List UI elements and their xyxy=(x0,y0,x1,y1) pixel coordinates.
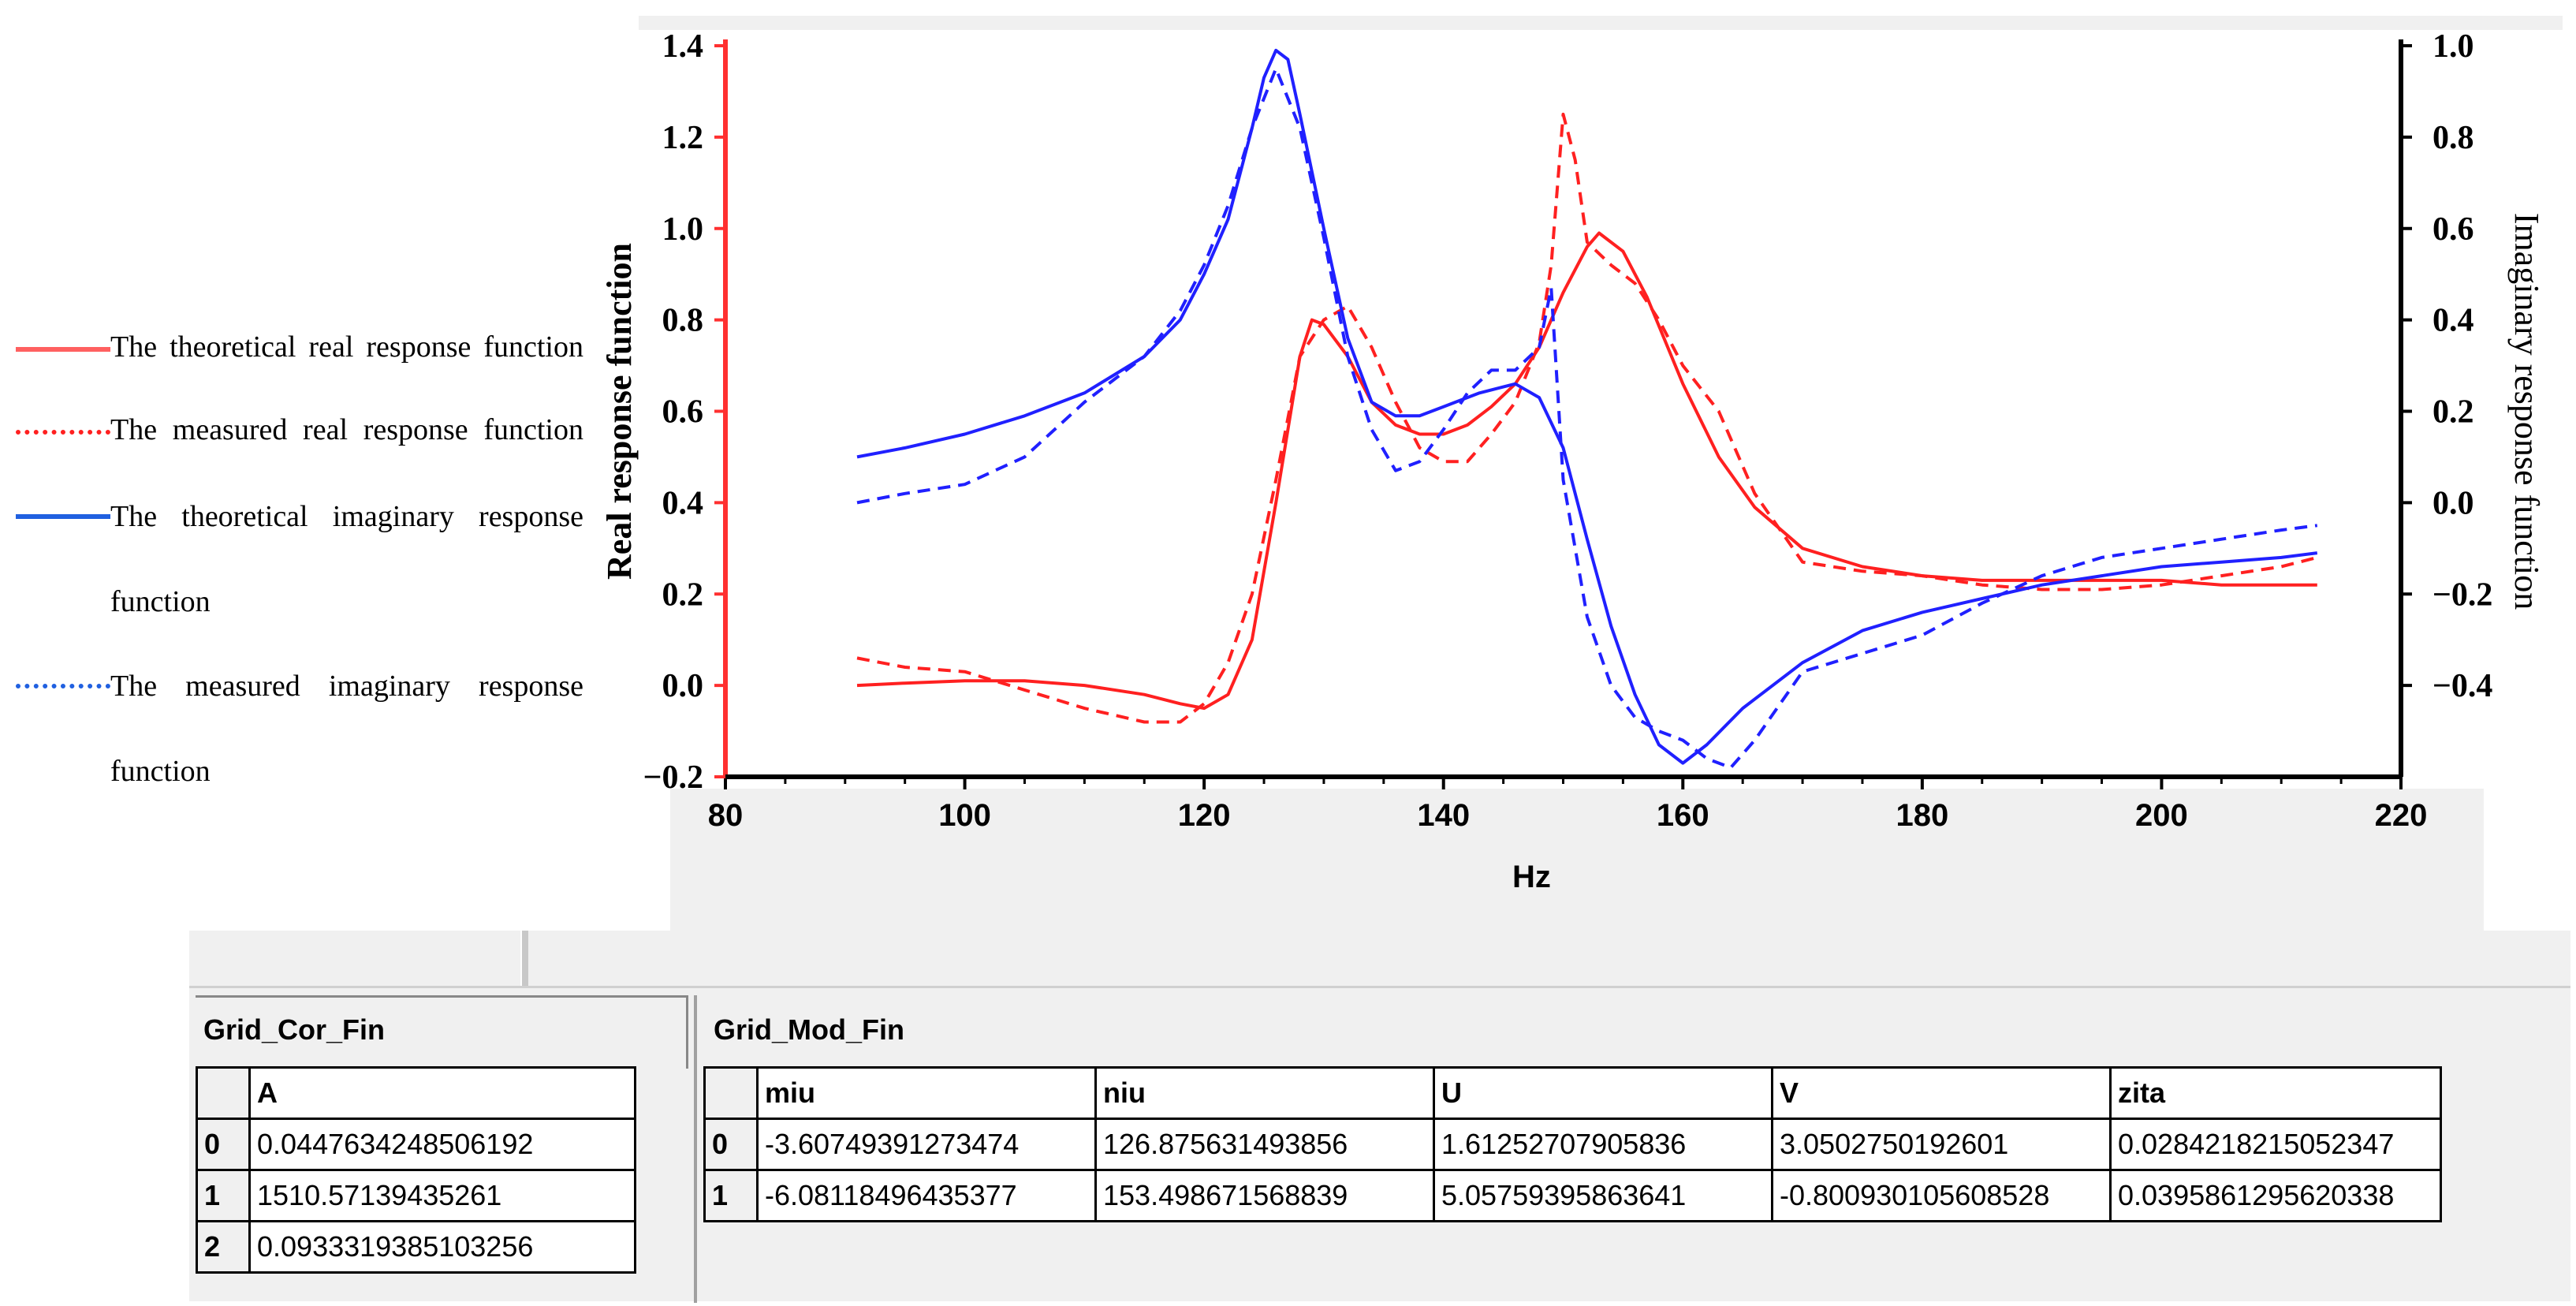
y-left-tick-label: 0.2 xyxy=(662,577,704,613)
series-line-2 xyxy=(856,112,2318,724)
grid-cor-fin-title: Grid_Cor_Fin xyxy=(203,1013,386,1046)
legend-label-cont: function xyxy=(110,585,211,618)
table-cell[interactable]: 1.61252707905836 xyxy=(1433,1118,1773,1171)
legend-label-cont: function xyxy=(110,755,211,788)
y-axis-right-label: Imaginary response function xyxy=(2507,213,2546,610)
series-line-3 xyxy=(856,48,2318,765)
grid-cor-fin-title-border xyxy=(196,995,688,1069)
y-left-tick-label: 0.6 xyxy=(662,394,704,431)
legend-line-solid-red xyxy=(16,347,110,352)
table-cell[interactable]: 5.05759395863641 xyxy=(1433,1169,1773,1222)
grid-cor-fin-table[interactable]: A 0 0.0447634248506192 1 1510.5713943526… xyxy=(196,1066,636,1274)
corner-cell xyxy=(703,1066,759,1120)
column-header-zita[interactable]: zita xyxy=(2109,1066,2442,1120)
x-tick-label: 180 xyxy=(1896,798,1948,833)
y-axis-left-label: Real response function xyxy=(600,243,639,580)
table-row[interactable]: 2 0.0933319385103256 xyxy=(196,1220,636,1274)
table-cell[interactable]: -3.60749391273474 xyxy=(756,1118,1097,1171)
table-row[interactable]: 1 -6.08118496435377 153.498671568839 5.0… xyxy=(703,1169,2442,1222)
x-axis-label: Hz xyxy=(1512,860,1551,894)
table-row[interactable]: 0 -3.60749391273474 126.875631493856 1.6… xyxy=(703,1118,2442,1171)
table-cell[interactable]: 153.498671568839 xyxy=(1094,1169,1435,1222)
separator-line xyxy=(189,986,2570,988)
row-index: 1 xyxy=(703,1169,759,1222)
x-tick-label: 160 xyxy=(1657,798,1709,833)
x-tick-label: 120 xyxy=(1178,798,1231,833)
y-left-tick-label: 0.4 xyxy=(662,485,704,521)
row-index: 0 xyxy=(703,1118,759,1171)
y-left-tick-label: 0.8 xyxy=(662,303,704,339)
table-cell[interactable]: -0.800930105608528 xyxy=(1771,1169,2112,1222)
corner-cell xyxy=(196,1066,251,1120)
bottom-panel-upper xyxy=(670,789,2484,931)
legend-line-dotted-red xyxy=(16,430,110,435)
y-left-tick-label: 1.4 xyxy=(662,28,704,65)
y-right-tick-label: 1.0 xyxy=(2432,28,2474,65)
y-left-tick-label: 1.0 xyxy=(662,211,704,248)
y-right-tick-label: 0.6 xyxy=(2432,211,2474,248)
y-left-tick-label: 0.0 xyxy=(662,668,704,704)
column-header-miu[interactable]: miu xyxy=(756,1066,1097,1120)
x-tick-label: 100 xyxy=(938,798,991,833)
legend-label: The measured imaginary response xyxy=(110,670,583,703)
table-cell[interactable]: -6.08118496435377 xyxy=(756,1169,1097,1222)
table-header-row: A xyxy=(196,1066,636,1120)
column-header-a[interactable]: A xyxy=(248,1066,636,1120)
splitter[interactable] xyxy=(520,931,528,986)
table-cell[interactable]: 0.0447634248506192 xyxy=(248,1118,636,1171)
x-tick-label: 140 xyxy=(1417,798,1470,833)
table-cell[interactable]: 0.0933319385103256 xyxy=(248,1220,636,1274)
legend-label: The theoretical imaginary response xyxy=(110,500,583,533)
plot-background-top xyxy=(639,16,2563,30)
legend-line-dotted-blue xyxy=(16,684,110,688)
column-header-u[interactable]: U xyxy=(1433,1066,1773,1120)
row-index: 0 xyxy=(196,1118,251,1171)
y-right-tick-label: 0.8 xyxy=(2432,120,2474,156)
y-left-tick-label: −0.2 xyxy=(643,759,703,796)
x-tick-label: 80 xyxy=(708,798,744,833)
series-line-1 xyxy=(856,231,2317,711)
x-tick-label: 200 xyxy=(2135,798,2188,833)
grid-mod-fin-title: Grid_Mod_Fin xyxy=(714,1013,904,1046)
legend-line-solid-blue xyxy=(16,514,110,519)
y-right-tick-label: −0.2 xyxy=(2432,577,2492,613)
table-row[interactable]: 1 1510.57139435261 xyxy=(196,1169,636,1222)
column-header-niu[interactable]: niu xyxy=(1094,1066,1435,1120)
legend-label: The measured real response function xyxy=(110,413,583,446)
y-right-tick-label: 0.4 xyxy=(2432,303,2474,339)
row-index: 1 xyxy=(196,1169,251,1222)
table-cell[interactable]: 126.875631493856 xyxy=(1094,1118,1435,1171)
series-line-4 xyxy=(856,67,2318,770)
table-cell[interactable]: 3.0502750192601 xyxy=(1771,1118,2112,1171)
legend-label: The theoretical real response function xyxy=(110,330,583,364)
x-tick-label: 220 xyxy=(2375,798,2428,833)
y-right-tick-label: −0.4 xyxy=(2432,668,2492,704)
table-cell[interactable]: 1510.57139435261 xyxy=(248,1169,636,1222)
grid-mod-fin-divider xyxy=(694,995,697,1303)
table-row[interactable]: 0 0.0447634248506192 xyxy=(196,1118,636,1171)
column-header-v[interactable]: V xyxy=(1771,1066,2112,1120)
table-cell[interactable]: 0.0395861295620338 xyxy=(2109,1169,2442,1222)
grid-mod-fin-table[interactable]: miu niu U V zita 0 -3.60749391273474 126… xyxy=(703,1066,2442,1222)
table-cell[interactable]: 0.0284218215052347 xyxy=(2109,1118,2442,1171)
table-header-row: miu niu U V zita xyxy=(703,1066,2442,1120)
y-left-tick-label: 1.2 xyxy=(662,120,704,156)
y-right-tick-label: 0.2 xyxy=(2432,394,2474,431)
row-index: 2 xyxy=(196,1220,251,1274)
y-right-tick-label: 0.0 xyxy=(2432,485,2474,521)
